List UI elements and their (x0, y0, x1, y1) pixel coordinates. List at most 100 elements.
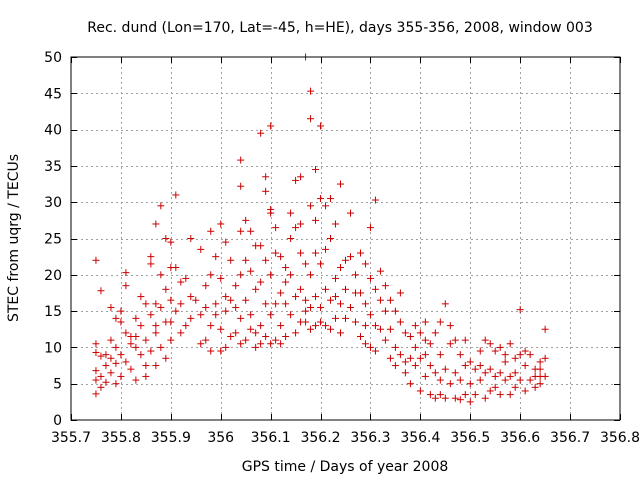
data-point (262, 333, 270, 341)
data-point (461, 362, 469, 370)
data-point (172, 264, 180, 272)
y-tick-label: 40 (44, 123, 62, 139)
data-point (152, 329, 160, 337)
data-point (202, 336, 210, 344)
x-tick-label: 356.2 (300, 430, 340, 446)
data-point (237, 271, 245, 279)
data-point (461, 391, 469, 399)
data-point (391, 343, 399, 351)
data-point (287, 235, 295, 242)
data-point (496, 343, 504, 351)
data-point (207, 347, 215, 355)
x-tick-label: 356.1 (251, 430, 291, 446)
data-point (237, 340, 245, 348)
data-point (421, 351, 429, 359)
data-point (222, 293, 230, 301)
x-tick-label: 356.5 (450, 430, 490, 446)
data-point (381, 307, 389, 315)
data-point (137, 322, 145, 330)
data-point (342, 256, 349, 264)
data-point (361, 260, 369, 268)
data-point (481, 369, 489, 377)
data-point (107, 336, 115, 344)
data-point (421, 318, 429, 326)
data-point (112, 359, 120, 367)
data-point (302, 260, 310, 268)
data-point (451, 394, 459, 402)
data-point (302, 318, 310, 326)
data-point (446, 322, 454, 330)
data-point (292, 176, 300, 184)
data-point (137, 293, 145, 301)
data-point (386, 354, 394, 362)
grid (71, 57, 620, 420)
data-point (142, 336, 150, 344)
data-point (526, 376, 534, 384)
data-point (277, 289, 285, 297)
data-point (521, 387, 529, 395)
data-point (371, 285, 379, 293)
data-point (162, 235, 170, 242)
y-tick-label: 25 (44, 232, 62, 248)
data-point (531, 383, 539, 391)
data-point (312, 166, 320, 174)
data-point (152, 322, 160, 330)
data-point (282, 278, 290, 286)
data-point (401, 358, 409, 366)
data-point (117, 307, 125, 315)
data-point (277, 340, 285, 348)
data-point (536, 358, 544, 366)
data-point (112, 343, 120, 351)
x-axis-label: GPS time / Days of year 2008 (242, 459, 449, 475)
data-point (426, 362, 434, 370)
data-point (396, 351, 404, 359)
data-point (272, 224, 280, 232)
data-point (227, 333, 235, 341)
data-point (172, 307, 180, 315)
data-point (337, 264, 345, 272)
data-point (346, 303, 354, 311)
data-point (147, 347, 155, 355)
data-point (217, 220, 225, 228)
data-point (436, 318, 444, 326)
data-point (351, 289, 359, 297)
x-tick-label: 356.6 (500, 430, 540, 446)
data-point (327, 195, 335, 203)
data-point (267, 340, 275, 348)
data-point (302, 307, 310, 315)
data-point (426, 340, 434, 348)
data-point (92, 256, 100, 264)
y-tick-label: 35 (44, 159, 62, 175)
y-tick-label: 15 (44, 304, 62, 320)
data-point (272, 249, 280, 257)
data-point (516, 376, 524, 384)
data-point (516, 306, 524, 314)
data-point (247, 267, 255, 275)
data-point (411, 343, 419, 351)
data-point (187, 314, 195, 322)
data-point (386, 296, 394, 304)
data-point (112, 314, 120, 322)
data-point (376, 325, 384, 333)
data-point (342, 314, 349, 322)
data-point (366, 311, 374, 319)
data-point (501, 376, 509, 384)
data-point (207, 271, 215, 279)
y-tick-label: 20 (44, 268, 62, 284)
data-point (257, 278, 265, 286)
data-point (177, 300, 185, 308)
data-point (132, 333, 140, 341)
data-point (297, 285, 305, 293)
data-point (322, 322, 330, 330)
data-point (366, 224, 374, 232)
data-point (167, 296, 175, 304)
data-point (117, 318, 125, 326)
data-point (237, 314, 245, 322)
data-point (97, 383, 105, 391)
data-point (312, 249, 320, 257)
data-point (411, 322, 419, 330)
x-axis-tick-labels: 355.7 355.8 355.9 356 356.1 356.2 356.3 356.4 35… (51, 430, 640, 446)
x-tick-label: 356 (207, 430, 234, 446)
data-point (112, 380, 120, 388)
